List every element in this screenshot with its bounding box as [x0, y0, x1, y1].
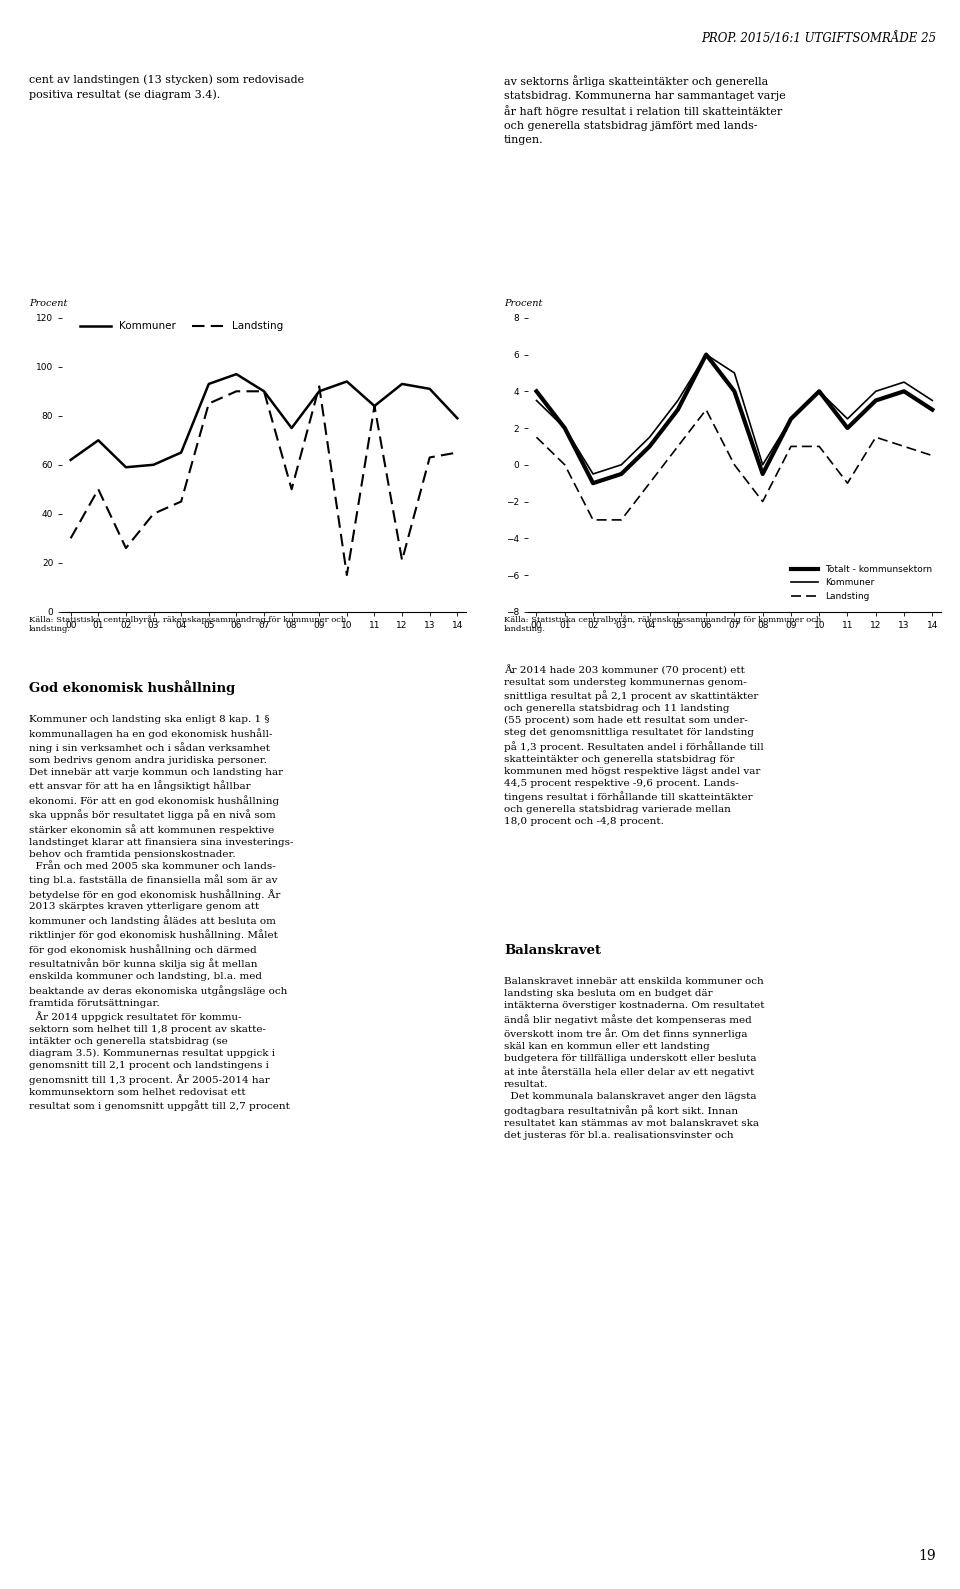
Totalt - kommunsektorn — [559, 418, 570, 437]
Landsting — [701, 400, 712, 419]
Kommuner — [286, 418, 298, 437]
Landsting — [899, 437, 910, 456]
Totalt - kommunsektorn — [701, 345, 712, 364]
Text: PROP. 2015/16:1 UTGIFTSOMRÅDE 25: PROP. 2015/16:1 UTGIFTSOMRÅDE 25 — [701, 32, 936, 44]
Text: God ekonomisk hushållning: God ekonomisk hushållning — [29, 680, 235, 696]
Kommuner — [451, 408, 463, 427]
Text: År 2014 hade 203 kommuner (70 procent) ett
resultat som understeg kommunernas ge: År 2014 hade 203 kommuner (70 procent) e… — [504, 664, 764, 826]
Landsting — [258, 381, 270, 400]
Kommuner — [65, 450, 77, 469]
Kommuner — [926, 391, 938, 410]
Line: Totalt - kommunsektorn: Totalt - kommunsektorn — [537, 354, 932, 483]
Landsting — [369, 396, 380, 415]
Kommuner — [842, 410, 853, 429]
Landsting — [926, 447, 938, 466]
Kommuner — [813, 381, 825, 400]
Kommuner — [588, 464, 599, 483]
Kommuner — [756, 454, 768, 474]
Totalt - kommunsektorn — [531, 381, 542, 400]
Line: Landsting: Landsting — [537, 410, 932, 520]
Landsting — [785, 437, 797, 456]
Kommuner — [396, 375, 408, 394]
Text: Källa: Statistiska centralbyrån, räkenskapssammandrag för kommuner och
landsting: Källa: Statistiska centralbyrån, räkensk… — [29, 615, 346, 634]
Landsting — [230, 381, 242, 400]
Text: Balanskravet: Balanskravet — [504, 944, 601, 957]
Text: Diagram 3.4 Andel kommuner och landsting med positiva
resultat (årets resultat) : Diagram 3.4 Andel kommuner och landsting… — [36, 216, 375, 243]
Landsting — [120, 539, 132, 558]
Landsting — [341, 566, 352, 585]
Legend: Kommuner, Landsting: Kommuner, Landsting — [76, 318, 287, 335]
Landsting — [92, 480, 104, 499]
Landsting — [870, 427, 881, 447]
Landsting — [65, 529, 77, 548]
Kommuner — [314, 381, 325, 400]
Landsting — [314, 377, 325, 396]
Legend: Totalt - kommunsektorn, Kommuner, Landsting: Totalt - kommunsektorn, Kommuner, Landst… — [787, 561, 936, 604]
Kommuner — [230, 364, 242, 383]
Landsting — [286, 480, 298, 499]
Landsting — [729, 454, 740, 474]
Text: Procent: Procent — [29, 299, 67, 308]
Kommuner — [531, 391, 542, 410]
Text: Procent: Procent — [504, 299, 542, 308]
Kommuner — [899, 372, 910, 391]
Totalt - kommunsektorn — [588, 474, 599, 493]
Kommuner — [785, 410, 797, 429]
Text: 19: 19 — [919, 1549, 936, 1564]
Text: Balanskravet innebär att enskilda kommuner och
landsting ska besluta om en budge: Balanskravet innebär att enskilda kommun… — [504, 977, 764, 1139]
Kommuner — [369, 396, 380, 415]
Kommuner — [120, 458, 132, 477]
Kommuner — [341, 372, 352, 391]
Kommuner — [424, 380, 436, 399]
Line: Landsting: Landsting — [71, 386, 457, 575]
Kommuner — [559, 418, 570, 437]
Landsting — [672, 437, 684, 456]
Landsting — [451, 443, 463, 462]
Totalt - kommunsektorn — [615, 464, 627, 483]
Text: cent av landstingen (13 stycken) som redovisade
positiva resultat (se diagram 3.: cent av landstingen (13 stycken) som red… — [29, 75, 304, 100]
Totalt - kommunsektorn — [756, 464, 768, 483]
Landsting — [842, 474, 853, 493]
Kommuner — [92, 431, 104, 450]
Landsting — [644, 474, 656, 493]
Kommuner — [176, 443, 187, 462]
Landsting — [203, 394, 214, 413]
Totalt - kommunsektorn — [644, 437, 656, 456]
Text: Diagram 3.5 Resultatets andel av skatteintäkter och
generella statsbidrag 2000–2: Diagram 3.5 Resultatets andel av skattei… — [512, 218, 822, 242]
Landsting — [559, 454, 570, 474]
Kommuner — [729, 364, 740, 383]
Totalt - kommunsektorn — [672, 400, 684, 419]
Totalt - kommunsektorn — [729, 381, 740, 400]
Totalt - kommunsektorn — [926, 400, 938, 419]
Landsting — [813, 437, 825, 456]
Landsting — [588, 510, 599, 529]
Totalt - kommunsektorn — [785, 410, 797, 429]
Text: Kommuner och landsting ska enligt 8 kap. 1 §
kommunallagen ha en god ekonomisk h: Kommuner och landsting ska enligt 8 kap.… — [29, 715, 294, 1111]
Kommuner — [701, 345, 712, 364]
Landsting — [176, 493, 187, 512]
Landsting — [424, 448, 436, 467]
Landsting — [148, 504, 159, 523]
Landsting — [396, 551, 408, 570]
Kommuner — [615, 454, 627, 474]
Totalt - kommunsektorn — [870, 391, 881, 410]
Kommuner — [870, 381, 881, 400]
Landsting — [756, 493, 768, 512]
Kommuner — [258, 381, 270, 400]
Landsting — [531, 427, 542, 447]
Totalt - kommunsektorn — [899, 381, 910, 400]
Text: Källa: Statistiska centralbyrån, räkenskapssammandrag för kommuner och
landsting: Källa: Statistiska centralbyrån, räkensk… — [504, 615, 821, 634]
Landsting — [615, 510, 627, 529]
Text: av sektorns årliga skatteintäkter och generella
statsbidrag. Kommunerna har samm: av sektorns årliga skatteintäkter och ge… — [504, 75, 785, 145]
Kommuner — [644, 427, 656, 447]
Line: Kommuner: Kommuner — [71, 373, 457, 467]
Line: Kommuner: Kommuner — [537, 354, 932, 474]
Totalt - kommunsektorn — [813, 381, 825, 400]
Kommuner — [148, 454, 159, 474]
Kommuner — [203, 375, 214, 394]
Totalt - kommunsektorn — [842, 418, 853, 437]
Kommuner — [672, 391, 684, 410]
